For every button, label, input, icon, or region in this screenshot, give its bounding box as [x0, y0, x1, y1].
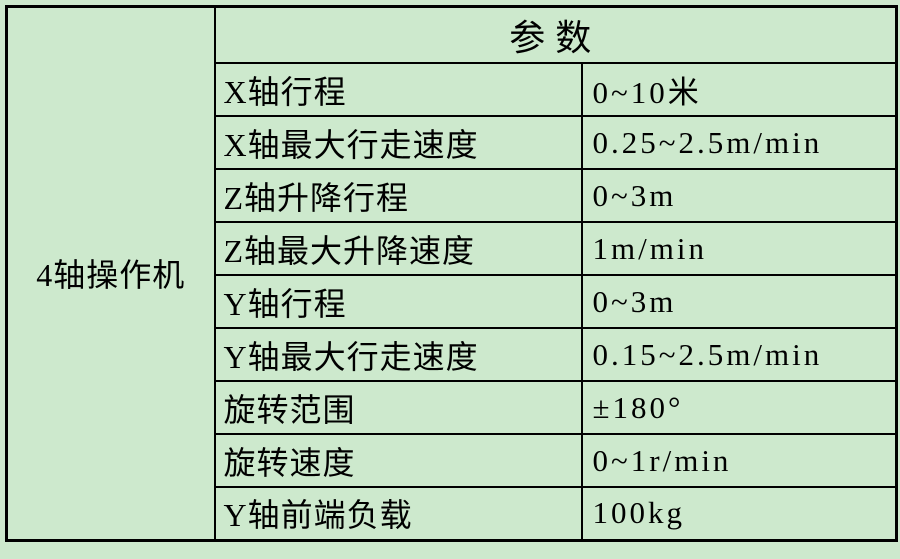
param-cell: Z轴最大升降速度 [213, 221, 583, 276]
table-row: Y轴最大行走速度 0.15~2.5m/min [7, 327, 898, 382]
value-cell: 0~3m [580, 274, 898, 329]
param-cell: Y轴行程 [213, 274, 583, 329]
value-cell: 0~10米 [580, 62, 898, 117]
table-row: Y轴前端负载 100kg [7, 486, 898, 541]
table-row: Y轴行程 0~3m [7, 274, 898, 329]
parameters-header-cell: 参数 [213, 5, 898, 64]
table-row: Z轴最大升降速度 1m/min [7, 221, 898, 276]
param-cell: X轴行程 [213, 62, 583, 117]
value-cell: 100kg [580, 486, 898, 541]
value-cell: 0.25~2.5m/min [580, 115, 898, 170]
table-row: X轴最大行走速度 0.25~2.5m/min [7, 115, 898, 170]
param-cell: 旋转速度 [213, 433, 583, 488]
value-cell: 1m/min [580, 221, 898, 276]
param-cell: 旋转范围 [213, 380, 583, 435]
table-row: Z轴升降行程 0~3m [7, 168, 898, 223]
header-row: 4轴操作机 参数 [5, 5, 898, 541]
table-row: X轴行程 0~10米 [7, 62, 898, 117]
param-cell: Y轴最大行走速度 [213, 327, 583, 382]
param-cell: X轴最大行走速度 [213, 115, 583, 170]
table-row: 旋转范围 ±180° [7, 380, 898, 435]
value-cell: 0.15~2.5m/min [580, 327, 898, 382]
value-cell: 0~1r/min [580, 433, 898, 488]
param-cell: Z轴升降行程 [213, 168, 583, 223]
value-cell: ±180° [580, 380, 898, 435]
table-row: 旋转速度 0~1r/min [7, 433, 898, 488]
manipulator-spec-table: 4轴操作机 参数 X轴行程 0~10米 X轴最大行走速度 0.25~2.5m/m… [5, 5, 898, 542]
device-label-cell: 4轴操作机 [5, 5, 216, 541]
param-cell: Y轴前端负载 [213, 486, 583, 541]
value-cell: 0~3m [580, 168, 898, 223]
